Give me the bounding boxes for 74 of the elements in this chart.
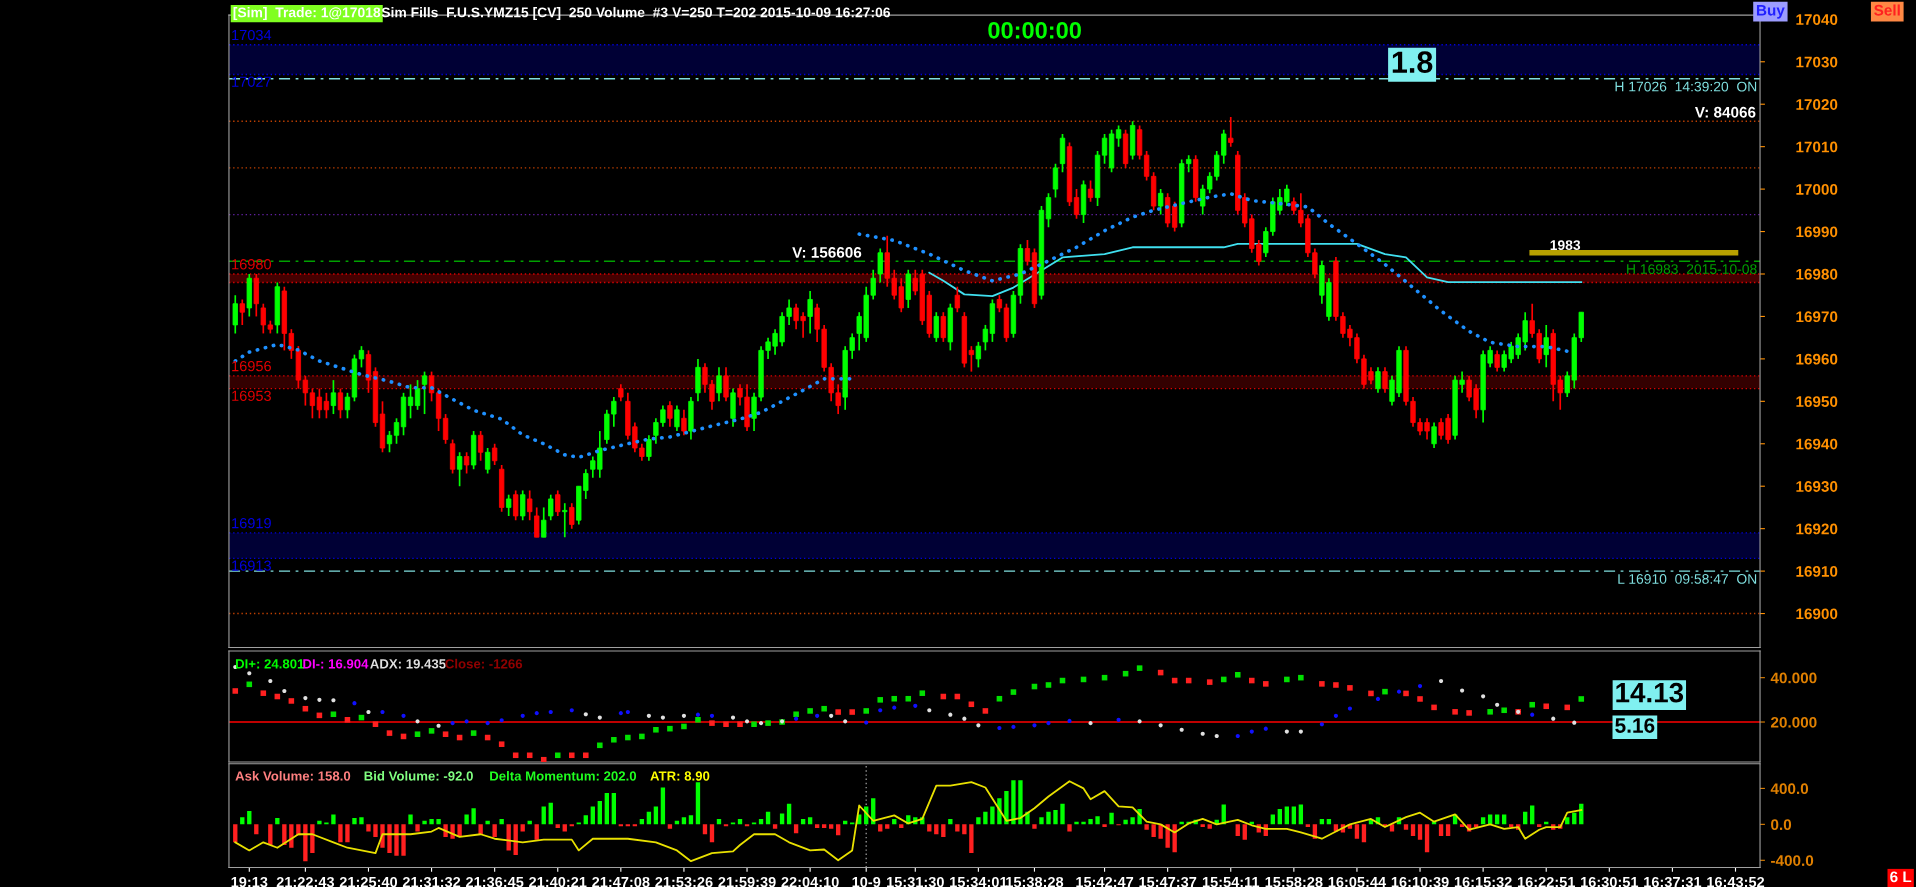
y-tick-label: 16970	[1796, 311, 1838, 323]
x-tick-label: 21:36:45	[465, 876, 524, 887]
annotation: Delta Momentum: 202.0	[490, 770, 637, 781]
x-tick-label: 15:54:11	[1202, 877, 1260, 887]
ref-line-label: H 17026 14:39:20 ON	[1615, 81, 1757, 92]
annotation: Ask Volume: 158.0	[235, 770, 351, 781]
y-tick-label: 16990	[1796, 226, 1838, 238]
x-tick-label: 16:30:51	[1581, 876, 1639, 887]
x-tick-label: 19:13	[231, 876, 268, 887]
y-tick-label: 17020	[1796, 99, 1838, 110]
y-tick-label: 16930	[1796, 481, 1838, 492]
x-tick-label: 16:22:51	[1517, 876, 1575, 887]
annotation: ATR: 8.90	[650, 771, 710, 781]
annotation: ADX: 19.435	[370, 659, 446, 669]
annotation: Close: -1266	[445, 658, 523, 669]
x-tick-label: 21:31:32	[402, 876, 461, 887]
y-tick-label: 16900	[1796, 608, 1838, 620]
x-tick-label: 21:47:08	[592, 876, 650, 887]
ref-line-label: 16919	[232, 518, 271, 529]
annotation: 1.8	[1392, 51, 1433, 73]
annotation: 14.13	[1616, 682, 1684, 703]
x-tick-label: 16:10:39	[1391, 876, 1449, 887]
y-tick-label: 16910	[1796, 565, 1838, 577]
annotation: 5.16	[1615, 718, 1655, 733]
annotation: Bid Volume: -92.0	[364, 770, 473, 781]
x-tick-label: 21:59:39	[718, 876, 776, 887]
x-tick-label: 16:15:32	[1454, 876, 1512, 887]
text: 6 L	[1890, 871, 1912, 883]
x-tick-label: 15:47:37	[1139, 876, 1197, 887]
x-tick-label: 21:25:40	[339, 876, 398, 887]
y-tick-label: 400.0	[1770, 783, 1809, 795]
x-tick-label: 21:22:43	[276, 876, 335, 887]
y-tick-label: 17000	[1796, 183, 1838, 195]
y-tick-label: 16960	[1796, 353, 1838, 365]
ref-line-label: 16953	[232, 390, 271, 402]
x-tick-label: 16:05:44	[1328, 876, 1387, 887]
ref-line-label: L 16910 09:58:47 ON	[1618, 574, 1757, 584]
y-tick-label: 16980	[1796, 268, 1838, 280]
annotation: [Sim] Trade: 1@17018	[233, 7, 381, 21]
x-tick-label: 22:04:10	[781, 876, 839, 887]
y-tick-label: 16950	[1796, 396, 1838, 408]
annotation: 1983	[1550, 240, 1581, 251]
ref-line-label: 16980	[232, 259, 272, 270]
y-tick-label: -400.0	[1771, 855, 1814, 866]
text: Buy	[1756, 5, 1785, 19]
ref-line-label: 17027	[232, 76, 271, 87]
x-tick-label: 15:38:28	[1006, 876, 1064, 887]
x-tick-label: 10-9	[852, 876, 881, 887]
annotation: DI-: 16.904	[303, 659, 369, 669]
ref-line-label: 17034	[232, 29, 272, 41]
ref-line-label: 16956	[232, 360, 271, 372]
ref-line-label: H 16983 2015-10-08	[1627, 264, 1757, 275]
y-tick-label: 20.000	[1770, 716, 1817, 728]
annotation: 00:00:00	[988, 21, 1081, 39]
y-tick-label: 16940	[1796, 438, 1838, 450]
x-tick-label: 16:37:31	[1644, 876, 1702, 887]
x-tick-label: 21:53:26	[655, 876, 713, 887]
x-tick-label: 16:43:52	[1707, 876, 1765, 887]
text: Sell	[1874, 4, 1900, 16]
x-tick-label: 21:40:21	[529, 876, 587, 887]
x-tick-label: 15:58:28	[1265, 876, 1323, 887]
ref-line-label: 16913	[232, 560, 271, 571]
y-tick-label: 17040	[1796, 14, 1838, 26]
y-tick-label: 17010	[1796, 141, 1838, 153]
y-tick-label: 16920	[1796, 523, 1838, 535]
annotation: DI+: 24.801	[235, 659, 305, 669]
annotation: V: 84066	[1694, 106, 1756, 118]
annotation: V: 156606	[792, 246, 862, 258]
x-tick-label: 15:31:30	[887, 876, 944, 887]
x-tick-label: 15:42:47	[1076, 876, 1134, 887]
y-tick-label: 17030	[1796, 56, 1838, 68]
y-tick-label: 0.0	[1771, 819, 1792, 831]
x-tick-label: 15:34:01	[950, 876, 1008, 887]
y-tick-label: 40.000	[1770, 672, 1817, 684]
